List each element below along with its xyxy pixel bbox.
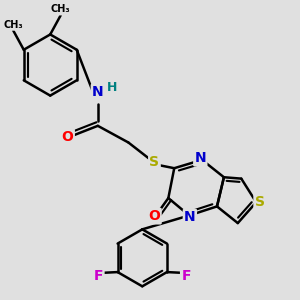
Text: O: O	[62, 130, 74, 144]
Text: S: S	[149, 155, 159, 169]
Text: O: O	[148, 209, 160, 223]
Text: N: N	[194, 151, 206, 165]
Text: H: H	[107, 82, 118, 94]
Text: S: S	[255, 195, 265, 209]
Text: CH₃: CH₃	[51, 4, 70, 14]
Text: CH₃: CH₃	[4, 20, 23, 30]
Text: F: F	[181, 268, 191, 283]
Text: N: N	[184, 210, 196, 224]
Text: N: N	[92, 85, 103, 99]
Text: F: F	[94, 268, 103, 283]
